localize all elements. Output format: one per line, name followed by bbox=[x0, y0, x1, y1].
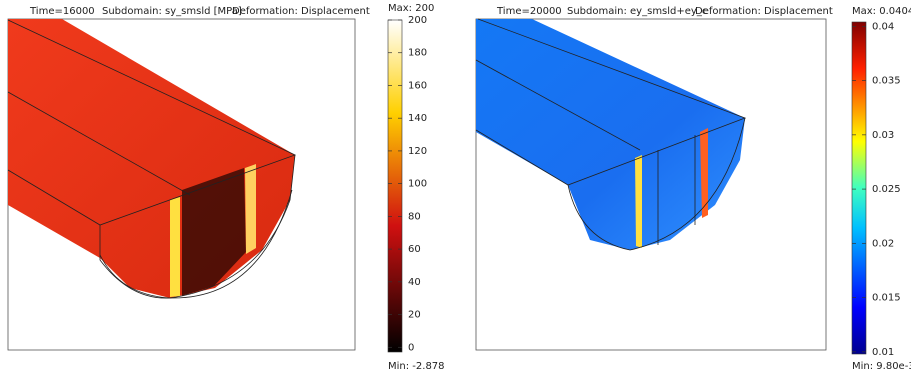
edge bbox=[7, 91, 191, 196]
subdomain-label: Subdomain: ey_smsld+ey_c bbox=[567, 6, 707, 17]
tick-label: 0.035 bbox=[872, 76, 901, 87]
max-label: Max: 200 bbox=[388, 3, 434, 14]
max-label: Max: 0.0404 bbox=[852, 6, 911, 17]
colorbar bbox=[851, 21, 867, 355]
tick-label: 180 bbox=[408, 48, 427, 59]
tick-label: 80 bbox=[408, 211, 421, 222]
tick-label: 60 bbox=[408, 244, 421, 255]
tick-label: 0.015 bbox=[872, 293, 901, 304]
colorbar bbox=[387, 19, 403, 353]
dark-region bbox=[182, 168, 246, 296]
time-label: Time=20000 bbox=[496, 6, 562, 17]
tick-label: 100 bbox=[408, 179, 427, 190]
right-panel: Time=20000 Subdomain: ey_smsld+ey_c Defo… bbox=[475, 6, 911, 372]
hot-strip bbox=[170, 197, 180, 297]
edge bbox=[475, 18, 747, 186]
tick-label: 200 bbox=[408, 15, 427, 26]
tick-label: 160 bbox=[408, 80, 427, 91]
tick-label: 140 bbox=[408, 113, 427, 124]
tick-label: 0.02 bbox=[872, 238, 894, 249]
hot-strip bbox=[700, 128, 708, 218]
edge bbox=[7, 19, 297, 226]
deformation-label: Deformation: Displacement bbox=[695, 6, 833, 17]
edge bbox=[567, 117, 746, 251]
deformation-label: Deformation: Displacement bbox=[232, 6, 370, 17]
tick-label: 0.025 bbox=[872, 184, 901, 195]
edge bbox=[99, 189, 293, 299]
hot-strip bbox=[635, 155, 642, 248]
tick-label: 20 bbox=[408, 310, 421, 321]
min-label: Min: -2.878 bbox=[388, 361, 445, 372]
tick-label: 120 bbox=[408, 146, 427, 157]
time-label: Time=16000 bbox=[29, 6, 95, 17]
left-panel: Time=16000 Subdomain: sy_smsld [MPa] Def… bbox=[7, 3, 445, 372]
edge bbox=[475, 59, 641, 151]
hot-strip bbox=[245, 164, 256, 254]
tick-label: 0 bbox=[408, 342, 414, 353]
solid-body bbox=[476, 19, 745, 250]
min-label: Min: 9.80e-3 bbox=[852, 361, 911, 372]
tick-label: 40 bbox=[408, 277, 421, 288]
edge bbox=[99, 154, 296, 299]
tick-label: 0.04 bbox=[872, 21, 894, 32]
subdomain-label: Subdomain: sy_smsld [MPa] bbox=[102, 6, 242, 17]
tick-label: 0.01 bbox=[872, 347, 894, 358]
tick-label: 0.03 bbox=[872, 130, 894, 141]
